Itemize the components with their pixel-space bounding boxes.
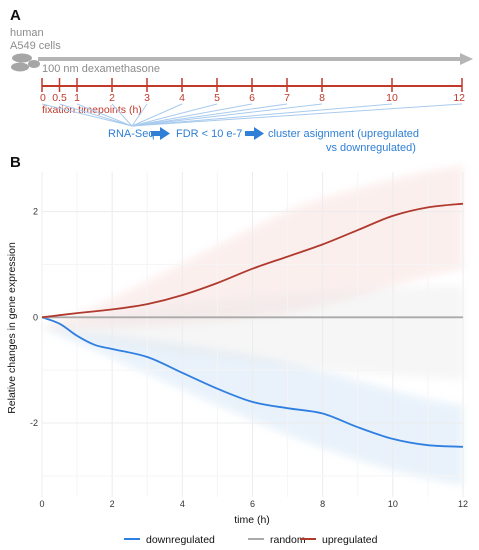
- pipeline: RNA-Seq FDR < 10 e-7 cluster asignment (…: [108, 127, 419, 154]
- fan-line: [131, 103, 288, 127]
- legend-label-downregulated: downregulated: [146, 534, 215, 546]
- timepoint-label: 5: [214, 92, 220, 104]
- treatment-label: 100 nm dexamethasone: [42, 63, 160, 75]
- pipeline-step-3-continued: vs downregulated): [326, 142, 416, 154]
- fan-line: [131, 103, 253, 127]
- series-lines: [41, 202, 464, 448]
- panel-b-letter: B: [10, 154, 21, 171]
- cell-line-name: A549 cells: [10, 40, 61, 52]
- pipeline-step-3: cluster asignment (upregulated: [268, 128, 419, 140]
- x-tick-labels: 0 2 4 6 8 10 12: [39, 499, 468, 509]
- y-tick-label: 2: [33, 207, 38, 217]
- fan-line: [131, 103, 393, 127]
- x-axis-title: time (h): [234, 514, 270, 526]
- timepoint-label: 1: [74, 92, 80, 104]
- fan-line: [76, 103, 133, 127]
- x-tick-label: 6: [250, 499, 255, 509]
- timepoint-label: 0.5: [52, 92, 67, 104]
- timepoint-label: 0: [40, 92, 46, 104]
- legend-label-random: random: [270, 534, 306, 546]
- panel-a-letter: A: [10, 7, 21, 24]
- fan-line: [111, 103, 133, 127]
- x-tick-label: 2: [110, 499, 115, 509]
- series-line-upregulated: [41, 202, 464, 319]
- fan-line: [131, 103, 183, 127]
- timepoint-label: 10: [386, 92, 398, 104]
- x-tick-label: 10: [388, 499, 398, 509]
- timepoint-label: 6: [249, 92, 255, 104]
- y-axis-title: Relative changes in gene expression: [6, 242, 18, 414]
- x-tick-label: 4: [180, 499, 185, 509]
- treatment-arrow: [38, 53, 473, 65]
- panel-b: B Relative changes in gene expression ti…: [6, 154, 468, 546]
- series-line-downregulated: [41, 316, 464, 448]
- timepoint-label: 4: [179, 92, 185, 104]
- cells-icon: [11, 53, 40, 72]
- y-tick-label: 0: [33, 312, 38, 322]
- panel-a: A human A549 cells 100 nm dexamethasone …: [10, 7, 473, 154]
- y-tick-labels: -2 0 2: [30, 207, 38, 428]
- cell-line-label: human: [10, 27, 44, 39]
- fan-line: [41, 103, 133, 127]
- timepoint-labels: 0 0.5 1 2 3 4 5 6 7 8 10 12: [40, 92, 465, 104]
- fan-line: [131, 103, 148, 127]
- timepoint-label: 3: [144, 92, 150, 104]
- pipeline-arrow-2: [245, 127, 264, 140]
- x-tick-label: 12: [458, 499, 468, 509]
- fan-line: [59, 103, 133, 127]
- timepoint-label: 2: [109, 92, 115, 104]
- fan-lines: [41, 103, 463, 127]
- pipeline-step-2: FDR < 10 e-7: [176, 128, 242, 140]
- timeline: [41, 78, 463, 92]
- y-tick-label: -2: [30, 418, 38, 428]
- pipeline-step-1: RNA-Seq: [108, 128, 154, 140]
- timepoint-label: 7: [284, 92, 290, 104]
- fan-line: [131, 103, 218, 127]
- timepoint-label: 12: [453, 92, 465, 104]
- legend-label-upregulated: upregulated: [322, 534, 378, 546]
- timepoint-label: 8: [319, 92, 325, 104]
- fan-line: [131, 103, 463, 127]
- x-tick-label: 8: [320, 499, 325, 509]
- pipeline-arrow-1: [151, 127, 170, 140]
- legend: downregulated random upregulated: [124, 534, 378, 546]
- fan-line: [131, 103, 323, 127]
- x-tick-label: 0: [39, 499, 44, 509]
